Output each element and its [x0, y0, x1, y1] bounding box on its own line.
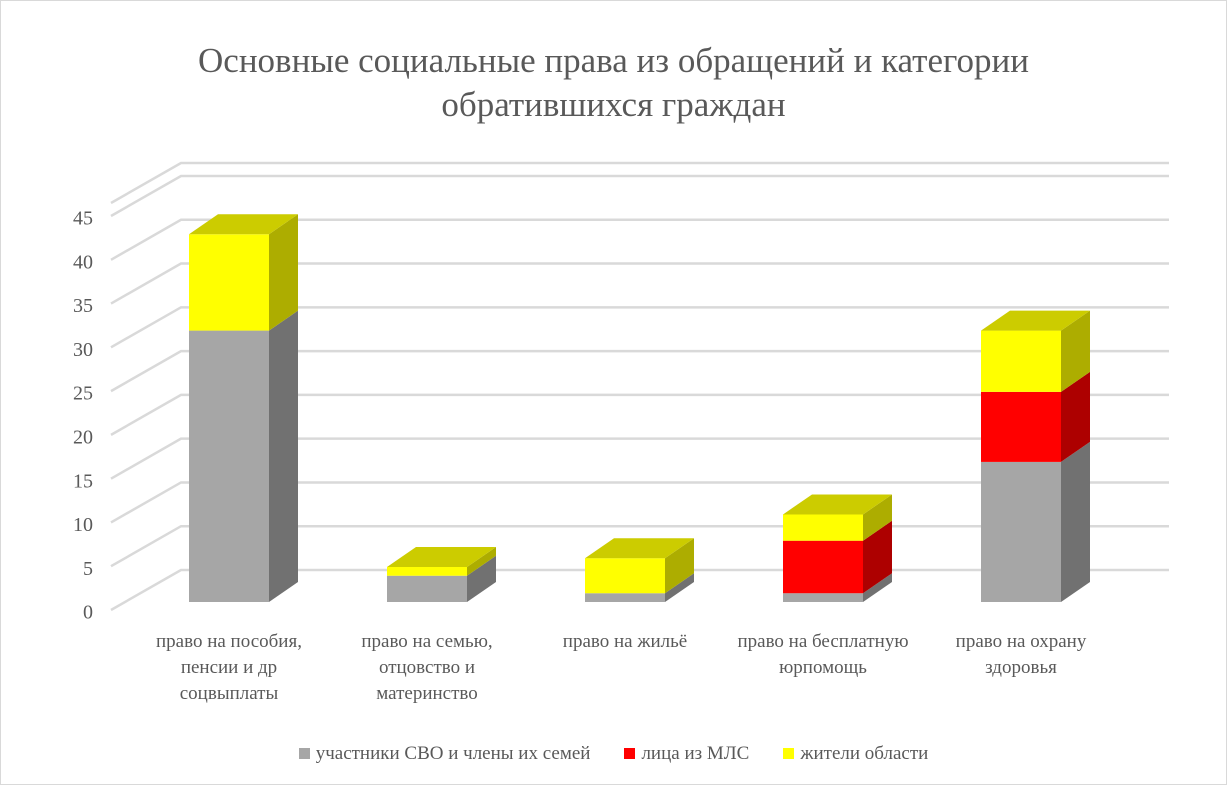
- bar-front: [585, 558, 665, 594]
- bar-front: [783, 540, 863, 594]
- y-tick-label: 5: [83, 558, 93, 580]
- y-tick-label: 40: [73, 251, 93, 273]
- legend-label: участники СВО и члены их семей: [315, 743, 591, 764]
- legend-label: лица из МЛС: [641, 743, 750, 764]
- bar-segment: [981, 371, 1090, 462]
- bar-segment: [981, 441, 1090, 602]
- grid-line: [110, 174, 1169, 218]
- legend: участники СВО и члены их семей лица из МЛ…: [1, 743, 1226, 765]
- bar-side: [269, 214, 298, 331]
- grid-line: [110, 393, 1169, 436]
- bar-front: [387, 575, 467, 602]
- y-tick-label: 30: [73, 339, 93, 361]
- bar-segment: [783, 520, 892, 594]
- bar-front: [387, 566, 467, 576]
- bar-front: [981, 330, 1061, 392]
- legend-swatch: [783, 748, 795, 759]
- x-tick-label: право на пособия, пенсии и др соцвыплаты: [156, 631, 302, 704]
- x-tick-label: право на охрану здоровья: [955, 631, 1087, 678]
- bar-side: [1061, 371, 1090, 462]
- grid-line: [110, 218, 1169, 261]
- bar-segment: [189, 310, 298, 602]
- bar-side: [467, 546, 496, 576]
- bar-segment: [981, 310, 1090, 392]
- y-tick-label: 45: [73, 208, 93, 230]
- bar-front: [981, 461, 1061, 602]
- y-tick-label: 20: [73, 426, 93, 448]
- x-tick-label: право на жильё: [562, 631, 688, 652]
- bar-front: [189, 330, 269, 602]
- bar-top: [585, 538, 694, 559]
- legend-swatch: [624, 748, 636, 759]
- bar-segment: [585, 573, 694, 602]
- x-tick-label: право на семью, отцовство и материнство: [361, 631, 493, 704]
- y-tick-label: 10: [73, 514, 93, 536]
- grid-line: [110, 262, 1169, 305]
- bar-side: [467, 555, 496, 602]
- bar-segment: [189, 214, 298, 331]
- bar-side: [863, 573, 892, 602]
- grid-line: [110, 306, 1169, 349]
- legend-label: жители области: [800, 743, 929, 764]
- bar-front: [783, 514, 863, 541]
- bar-segment: [585, 538, 694, 594]
- legend-item: участники СВО и члены их семей: [298, 743, 591, 765]
- y-tick-label: 25: [73, 383, 93, 405]
- bar-segment: [783, 573, 892, 602]
- legend-item: лица из МЛС: [624, 743, 749, 765]
- bar-side: [1061, 310, 1090, 392]
- bar-side: [665, 538, 694, 594]
- chart-title: Основные социальные права из обращений и…: [198, 41, 1029, 124]
- wall-edge: [110, 161, 1169, 205]
- bar-front: [189, 234, 269, 331]
- bar-front: [783, 593, 863, 602]
- grid-line: [110, 349, 1169, 393]
- y-tick-label: 15: [73, 470, 93, 492]
- bar-segment: [387, 546, 496, 576]
- grid-line: [110, 437, 1169, 480]
- legend-swatch: [298, 748, 310, 759]
- bar-side: [1061, 441, 1090, 602]
- bar-front: [981, 391, 1061, 462]
- bar-segment: [387, 555, 496, 602]
- bar-top: [783, 494, 892, 515]
- grid-line: [110, 481, 1169, 524]
- bar-side: [863, 520, 892, 594]
- bar-front: [585, 593, 665, 602]
- y-tick-label: 35: [73, 295, 93, 317]
- bar-top: [189, 214, 298, 235]
- bar-segment: [783, 494, 892, 541]
- x-tick-label: право на бесплатную юрпомощь: [737, 631, 909, 678]
- bar-top: [981, 310, 1090, 331]
- legend-item: жители области: [783, 743, 928, 765]
- y-tick-label: 0: [83, 602, 93, 624]
- bar-top: [387, 546, 496, 567]
- bar-side: [863, 494, 892, 541]
- bar-side: [269, 310, 298, 602]
- bar-side: [665, 573, 694, 602]
